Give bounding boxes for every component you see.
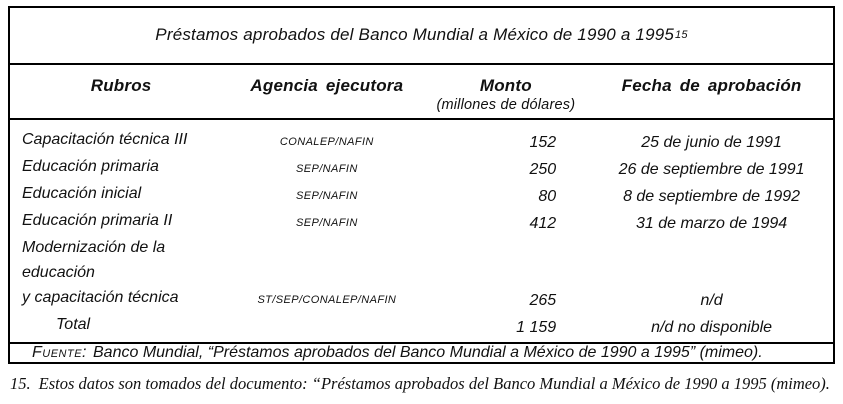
header-divider [10, 118, 833, 120]
column-header-agencia: Agencia ejecutora [250, 75, 404, 95]
cell-fecha: 8 de septiembre de 1992 [623, 188, 801, 205]
cell-rubro: Capacitación técnica III [22, 131, 188, 148]
source-note: Fuente: Banco Mundial, “Préstamos aproba… [10, 344, 833, 362]
cell-monto: 265 [529, 292, 557, 309]
cell-rubro: Educación primaria [22, 158, 159, 175]
table-row: Educación primaria SEP/NAFIN 250 26 de s… [10, 153, 833, 180]
column-header-monto-label: Monto [479, 75, 532, 95]
footnote: 15. Estos datos son tomados del documento… [10, 374, 838, 394]
source-text: Banco Mundial, “Préstamos aprobados del … [93, 344, 763, 361]
cell-fecha: n/d [700, 292, 723, 309]
column-header-monto-unit: (millones de dólares) [436, 96, 576, 113]
cell-total-monto: 1 159 [516, 319, 557, 336]
table-title-row: Préstamos aprobados del Banco Mundial a … [10, 8, 833, 63]
cell-total-fecha: n/d no disponible [651, 319, 773, 336]
cell-agencia: CONALEP/NAFIN [279, 136, 374, 148]
cell-rubro: Modernización de la educación y capacita… [22, 239, 179, 306]
cell-agencia: ST/SEP/CONALEP/NAFIN [257, 294, 397, 306]
cell-fecha: 25 de junio de 1991 [641, 134, 782, 151]
source-divider [10, 342, 833, 344]
cell-monto: 80 [538, 188, 557, 205]
table-body: Capacitación técnica III CONALEP/NAFIN 1… [10, 120, 833, 342]
source-label: Fuente: [32, 344, 87, 361]
cell-agencia: SEP/NAFIN [296, 163, 358, 175]
table-row: Capacitación técnica III CONALEP/NAFIN 1… [10, 126, 833, 153]
table-row: Educación inicial SEP/NAFIN 80 8 de sept… [10, 180, 833, 207]
column-header-rubros: Rubros [90, 75, 152, 95]
column-header-fecha: Fecha de aprobación [621, 75, 802, 95]
table-total-row: Total 1 159 n/d no disponible [10, 311, 833, 338]
cell-fecha: 26 de septiembre de 1991 [618, 161, 805, 178]
cell-monto: 152 [529, 134, 557, 151]
cell-total-agencia [232, 333, 421, 337]
table-header-row: Rubros Agencia ejecutora Monto (millones… [10, 65, 833, 118]
cell-agencia: SEP/NAFIN [296, 217, 358, 229]
cell-rubro: Educación primaria II [22, 212, 173, 229]
cell-monto: 412 [529, 215, 557, 232]
column-header-monto: Monto (millones de dólares) [421, 76, 590, 118]
title-divider [10, 62, 833, 65]
table-row: Modernización de la educación y capacita… [10, 234, 833, 311]
footnote-number: 15. [10, 374, 31, 393]
title-footnote-ref: 15 [675, 29, 688, 42]
cell-fecha: 31 de marzo de 1994 [635, 215, 788, 232]
cell-monto: 250 [529, 161, 557, 178]
cell-agencia: SEP/NAFIN [296, 190, 358, 202]
cell-total-label: Total [56, 316, 91, 333]
cell-rubro: Educación inicial [22, 185, 142, 202]
table-row: Educación primaria II SEP/NAFIN 412 31 d… [10, 207, 833, 234]
table-frame: Préstamos aprobados del Banco Mundial a … [8, 6, 835, 364]
table-title: Préstamos aprobados del Banco Mundial a … [155, 25, 675, 45]
footnote-text: Estos datos son tomados del documento: “… [38, 374, 830, 393]
